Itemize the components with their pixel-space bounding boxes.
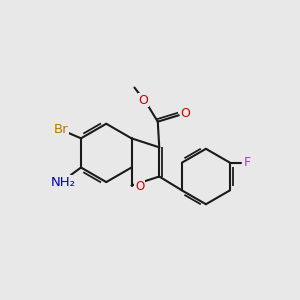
Text: Br: Br [54,123,68,136]
Text: O: O [138,94,148,106]
Text: O: O [180,107,190,120]
Text: O: O [135,181,144,194]
Text: NH₂: NH₂ [51,176,76,189]
Text: F: F [243,156,250,169]
